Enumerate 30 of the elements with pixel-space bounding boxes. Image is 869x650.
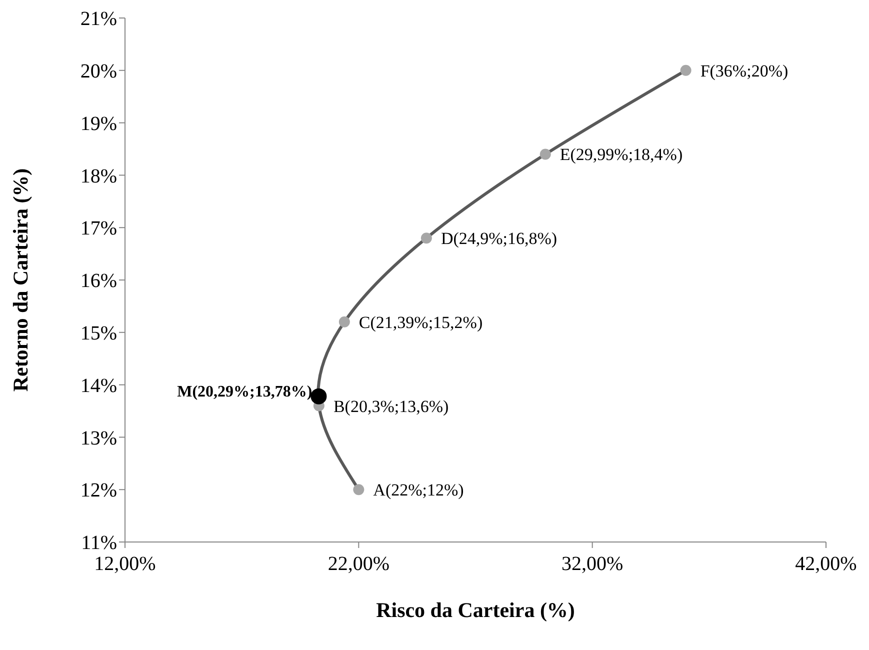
- y-tick-label: 20%: [80, 60, 117, 82]
- data-label: E(29,99%;18,4%): [560, 145, 683, 164]
- y-tick-label: 16%: [80, 270, 117, 292]
- point: [680, 64, 692, 76]
- point: [353, 484, 364, 496]
- x-tick-label: 22,00%: [328, 553, 390, 576]
- point: [420, 232, 432, 244]
- x-axis-title: Risco da Carteira (%): [376, 598, 575, 622]
- y-tick-label: 21%: [80, 8, 117, 30]
- x-tick-label: 32,00%: [561, 553, 624, 576]
- x-tick-label: 42,00%: [795, 553, 857, 576]
- y-axis-title: Retorno da Carteira (%): [8, 168, 32, 392]
- data-label: B(20,3%;13,6%): [333, 396, 449, 416]
- y-tick-label: 14%: [80, 374, 117, 397]
- data-label: C(21,39%;15,2%): [358, 312, 483, 332]
- data-label: A(22%;12%): [373, 480, 464, 500]
- y-tick-label: 11%: [81, 532, 117, 554]
- x-tick-label: 12,00%: [94, 553, 156, 576]
- y-tick-label: 15%: [80, 322, 117, 344]
- data-label: M(20,29%;13,78%): [177, 383, 312, 400]
- point: [338, 316, 350, 328]
- y-tick-label: 19%: [80, 112, 117, 135]
- point: [540, 148, 551, 160]
- y-tick-label: 18%: [80, 165, 117, 188]
- y-tick-label: 12%: [80, 480, 117, 502]
- data-label: D(24,9%;16,8%): [440, 229, 558, 248]
- data-label: F(36%;20%): [700, 61, 788, 80]
- y-tick-label: 17%: [80, 218, 117, 240]
- y-tick-label: 13%: [80, 427, 117, 450]
- point: [310, 388, 327, 404]
